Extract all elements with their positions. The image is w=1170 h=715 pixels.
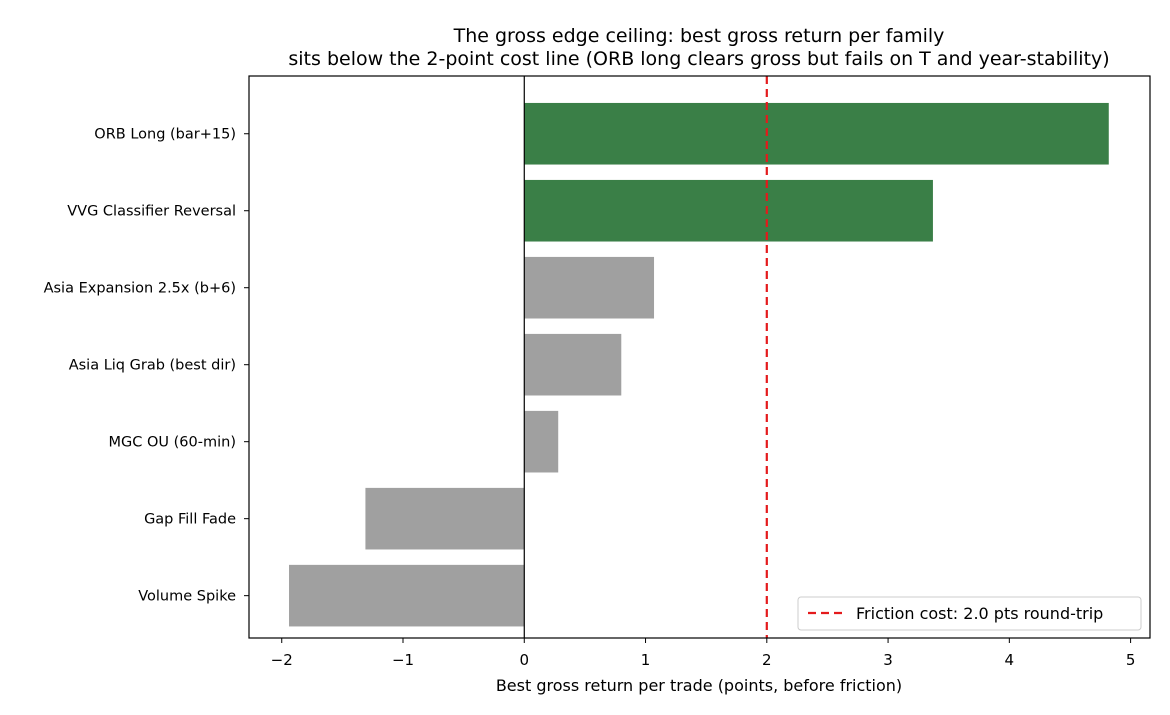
chart-title: The gross edge ceiling: best gross retur… bbox=[288, 25, 1109, 70]
x-tick-label-6: 4 bbox=[1005, 651, 1015, 669]
category-label-0: ORB Long (bar+15) bbox=[94, 127, 236, 143]
bar-0 bbox=[524, 102, 1109, 165]
legend: Friction cost: 2.0 pts round-trip bbox=[797, 596, 1142, 631]
category-label-4: MGC OU (60-min) bbox=[109, 435, 236, 451]
category-label-1: VVG Classifier Reversal bbox=[67, 204, 236, 220]
x-axis-ticks: −2 −1 0 1 2 3 4 5 bbox=[271, 638, 1136, 669]
bar-2 bbox=[524, 256, 655, 319]
category-label-6: Volume Spike bbox=[138, 589, 236, 605]
legend-box bbox=[797, 596, 1142, 631]
category-label-5: Gap Fill Fade bbox=[144, 512, 236, 528]
category-label-2: Asia Expansion 2.5x (b+6) bbox=[44, 281, 236, 297]
x-tick-label-3: 1 bbox=[641, 651, 651, 669]
bar-1 bbox=[524, 179, 933, 242]
bar-3 bbox=[524, 333, 622, 396]
legend-label-friction: Friction cost: 2.0 pts round-trip bbox=[856, 604, 1103, 623]
category-labels: ORB Long (bar+15) VVG Classifier Reversal… bbox=[44, 127, 249, 605]
chart-title-line-2: sits below the 2-point cost line (ORB lo… bbox=[288, 48, 1109, 70]
plot-frame bbox=[248, 75, 1151, 639]
bar-6 bbox=[289, 564, 525, 627]
x-axis-label: Best gross return per trade (points, bef… bbox=[496, 676, 902, 695]
category-label-3: Asia Liq Grab (best dir) bbox=[69, 358, 236, 374]
bar-5 bbox=[365, 487, 525, 550]
bar-4 bbox=[524, 410, 559, 473]
chart-title-line-1: The gross edge ceiling: best gross retur… bbox=[453, 25, 945, 47]
x-tick-label-4: 2 bbox=[762, 651, 772, 669]
x-tick-label-7: 5 bbox=[1126, 651, 1136, 669]
x-tick-label-0: −2 bbox=[271, 651, 293, 669]
bars-group bbox=[289, 102, 1109, 627]
x-tick-label-2: 0 bbox=[519, 651, 529, 669]
x-tick-label-1: −1 bbox=[392, 651, 414, 669]
x-tick-label-5: 3 bbox=[883, 651, 893, 669]
